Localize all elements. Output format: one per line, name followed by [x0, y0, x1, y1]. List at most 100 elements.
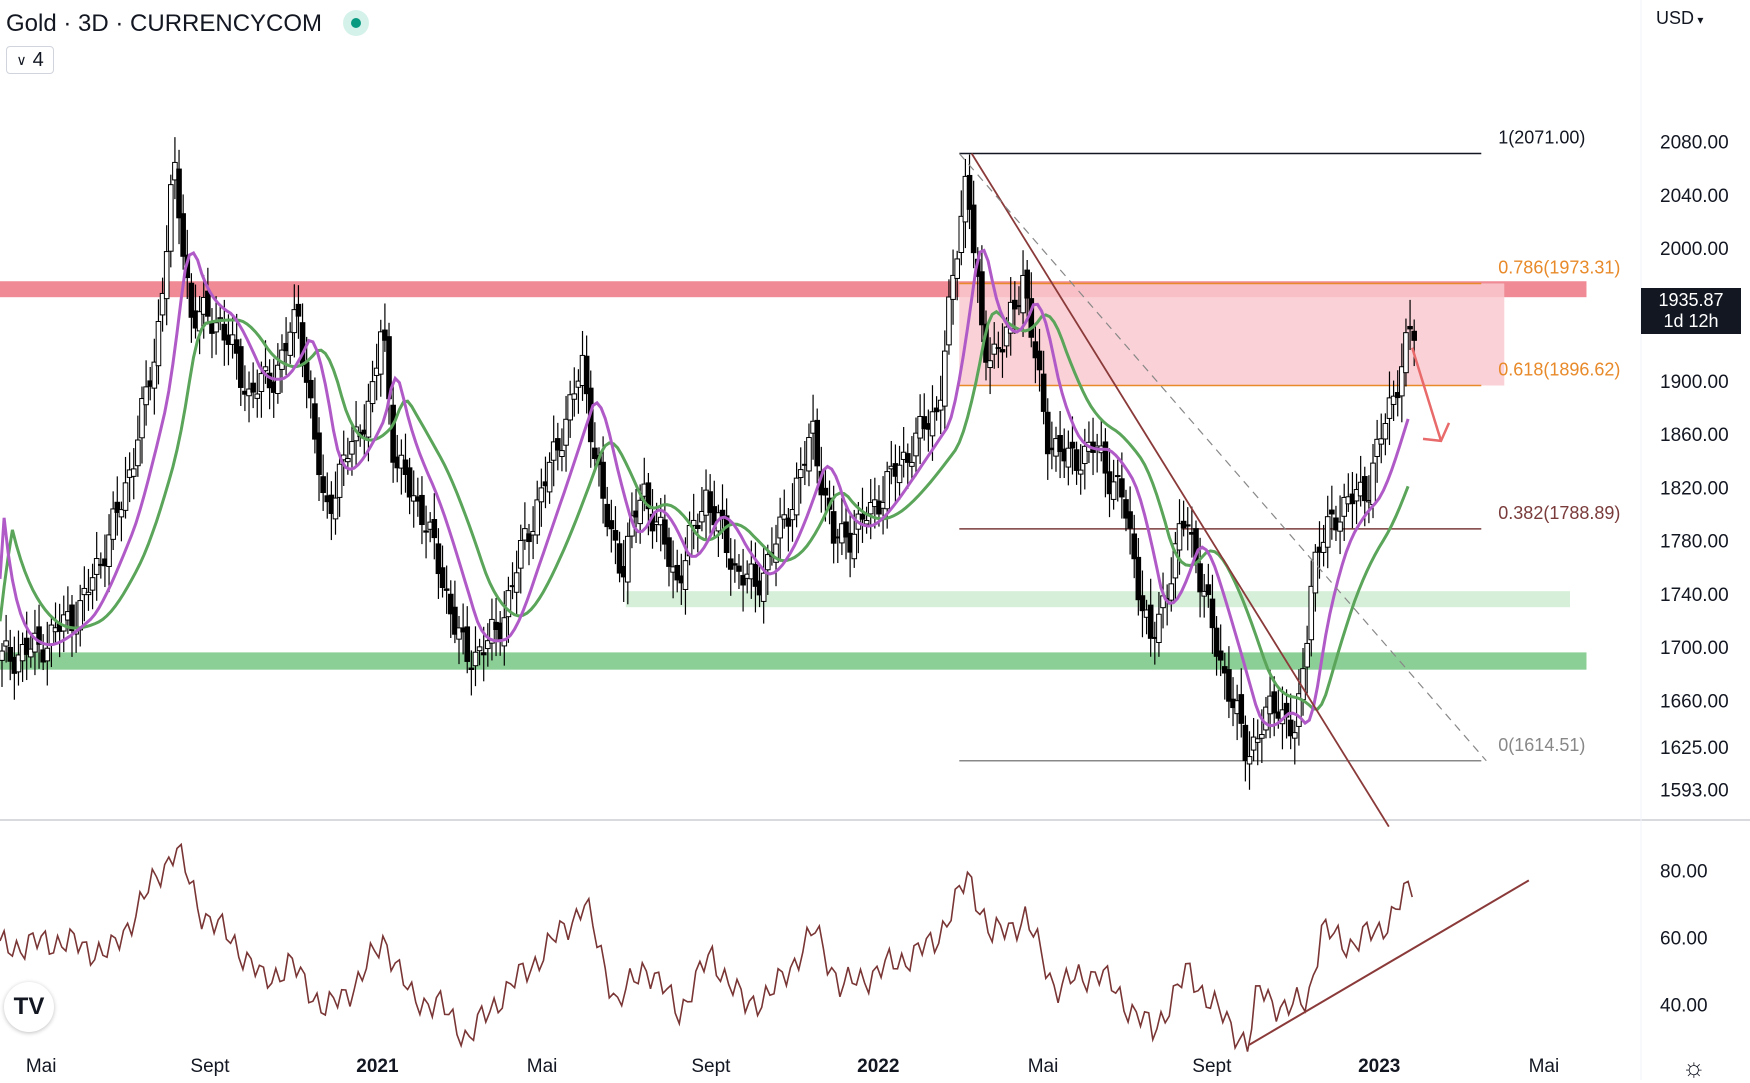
- candle-body: [1147, 604, 1154, 639]
- candle-body: [1242, 724, 1249, 762]
- candle-body: [995, 347, 1002, 350]
- fib-level-label: 0.786(1973.31): [1498, 257, 1620, 277]
- candle-body: [435, 543, 442, 575]
- candle-body: [1127, 511, 1133, 529]
- candle-body: [859, 513, 866, 520]
- candle-body: [999, 349, 1006, 353]
- candle-body: [151, 361, 158, 389]
- candle-body: [797, 469, 804, 479]
- candle-body: [517, 540, 524, 569]
- candle-body: [106, 534, 112, 567]
- candle-body: [987, 360, 993, 369]
- candle-body: [36, 626, 42, 645]
- tradingview-logo-icon[interactable]: TV: [4, 982, 54, 1032]
- candle-body: [472, 651, 479, 667]
- candle-body: [546, 461, 553, 493]
- candle-body: [1135, 556, 1142, 601]
- candle-body: [143, 386, 149, 406]
- candle-body: [534, 499, 541, 536]
- time-tick-label: Mai: [1529, 1056, 1560, 1077]
- candle-body: [168, 184, 174, 252]
- arrow-head-icon: [1422, 422, 1451, 443]
- indicator-count: 4: [32, 48, 44, 71]
- candle-body: [1341, 496, 1347, 517]
- candle-body: [822, 487, 829, 496]
- candle-body: [929, 411, 936, 437]
- rsi-tick-label: 40.00: [1660, 996, 1708, 1017]
- candle-body: [85, 591, 92, 596]
- gear-icon[interactable]: ☼: [1682, 1052, 1706, 1082]
- candle-body: [262, 366, 269, 372]
- candle-body: [904, 453, 911, 463]
- candle-body: [1304, 642, 1310, 668]
- currency-label: USD: [1656, 8, 1695, 28]
- rsi-pane: [0, 842, 1530, 1052]
- time-tick-label: Mai: [26, 1056, 57, 1077]
- candle-body: [970, 204, 977, 254]
- candle-body: [991, 343, 998, 355]
- candle-body: [637, 499, 643, 525]
- price-tick-label: 1780.00: [1660, 532, 1729, 553]
- price-axis[interactable]: 2080.002040.002000.001950.001900.001860.…: [1660, 133, 1729, 1017]
- candle-body: [958, 215, 965, 253]
- candle-body: [1238, 694, 1245, 724]
- candle-body: [1205, 584, 1212, 596]
- candle-body: [1226, 669, 1232, 702]
- candle-body: [1324, 516, 1331, 548]
- candle-body: [369, 381, 376, 405]
- candle-body: [694, 524, 701, 530]
- last-price: 1935.87: [1658, 290, 1724, 310]
- candle-body: [456, 627, 462, 640]
- candle-body: [732, 563, 738, 566]
- projection-arrow: [1410, 347, 1443, 442]
- candle-body: [1291, 732, 1298, 739]
- candle-body: [1217, 650, 1224, 661]
- candle-body: [1378, 438, 1385, 445]
- candle-body: [1312, 551, 1319, 594]
- candle-body: [950, 274, 956, 300]
- candle-body: [291, 309, 298, 334]
- candle-body: [830, 511, 837, 544]
- time-axis[interactable]: Mai Sept 2021 Mai Sept 2022 Mai Sept 2023 Mai: [26, 1056, 1559, 1077]
- price-tick-label: 1900.00: [1660, 372, 1729, 393]
- symbol-title[interactable]: Gold · 3D · CURRENCYCOM: [6, 10, 323, 37]
- candle-body: [1361, 476, 1368, 502]
- candle-body: [1156, 613, 1162, 644]
- candle-body: [295, 303, 302, 317]
- candle-body: [312, 403, 318, 440]
- time-tick-label: Sept: [691, 1056, 731, 1077]
- candle-body: [707, 491, 713, 513]
- currency-selector[interactable]: USD ▾: [1656, 8, 1703, 29]
- candle-body: [592, 447, 598, 460]
- candle-body: [1374, 438, 1380, 457]
- candle-body: [1411, 330, 1417, 341]
- candle-body: [443, 588, 450, 591]
- candle-body: [1102, 441, 1109, 474]
- candle-body: [139, 398, 145, 439]
- candle-body: [662, 519, 668, 545]
- candle-body: [3, 640, 9, 647]
- candle-body: [93, 558, 100, 575]
- price-tick-label: 2000.00: [1660, 239, 1729, 260]
- candle-body: [44, 647, 51, 662]
- candle-body: [1036, 350, 1043, 371]
- candle-body: [28, 648, 34, 658]
- candle-body: [793, 477, 800, 516]
- indicators-toggle-button[interactable]: ∨ 4: [6, 46, 54, 74]
- candle-body: [526, 533, 532, 543]
- candle-body: [666, 537, 672, 567]
- price-tick-label: 2080.00: [1660, 133, 1729, 154]
- price-tick-label: 2040.00: [1660, 186, 1729, 207]
- candle-body: [777, 516, 783, 539]
- candle-body: [1184, 524, 1191, 527]
- rsi-trendline: [1248, 879, 1530, 1046]
- candle-body: [464, 626, 471, 662]
- time-tick-label: 2022: [857, 1056, 899, 1077]
- candle-body: [1077, 469, 1084, 475]
- candle-body: [439, 567, 446, 588]
- candle-body: [258, 373, 265, 392]
- candle-body: [1254, 738, 1261, 743]
- candle-body: [674, 564, 681, 581]
- candle-body: [1370, 462, 1376, 506]
